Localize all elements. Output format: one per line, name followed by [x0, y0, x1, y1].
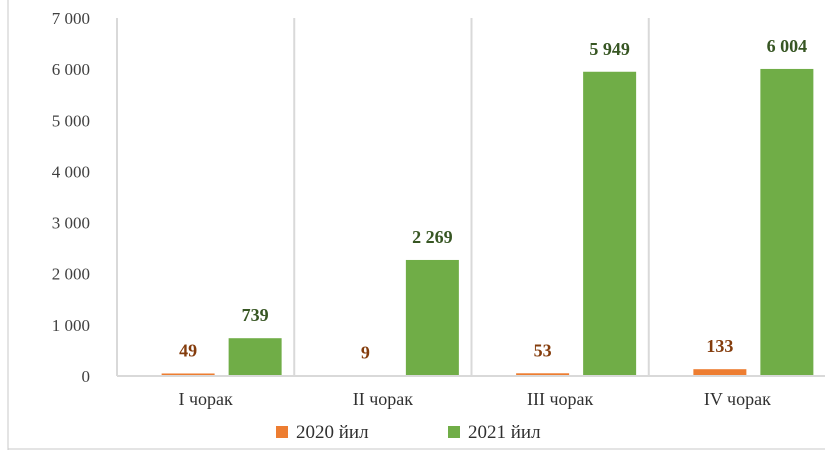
y-tick-label: 2 000 [52, 265, 90, 284]
y-tick-label: 7 000 [52, 9, 90, 28]
data-label: 49 [179, 340, 197, 360]
x-tick-label: II чорак [353, 389, 414, 409]
x-tick-label: I чорак [178, 389, 233, 409]
bar-series2 [228, 338, 282, 376]
legend-label: 2020 йил [296, 422, 369, 443]
y-tick-label: 3 000 [52, 214, 90, 233]
bar-series2 [583, 71, 637, 376]
y-tick-label: 1 000 [52, 316, 90, 335]
y-tick-label: 0 [82, 367, 91, 386]
bar-series1 [161, 373, 215, 376]
bar-series1 [516, 373, 570, 376]
legend-label: 2021 йил [468, 422, 541, 443]
data-label: 739 [242, 305, 269, 325]
data-label: 9 [361, 343, 370, 363]
bar-series2 [760, 68, 814, 376]
data-label: 5 949 [589, 39, 630, 59]
bar-series1 [693, 369, 747, 376]
legend-swatch [276, 426, 288, 438]
y-tick-label: 5 000 [52, 111, 90, 130]
data-label: 2 269 [412, 227, 453, 247]
y-tick-label: 6 000 [52, 60, 90, 79]
data-label: 6 004 [767, 36, 808, 56]
bar-series2 [405, 259, 459, 376]
legend-swatch [448, 426, 460, 438]
x-tick-label: III чорак [527, 389, 594, 409]
data-label: 133 [706, 336, 733, 356]
data-label: 53 [534, 340, 552, 360]
y-tick-label: 4 000 [52, 162, 90, 181]
x-tick-label: IV чорак [704, 389, 771, 409]
